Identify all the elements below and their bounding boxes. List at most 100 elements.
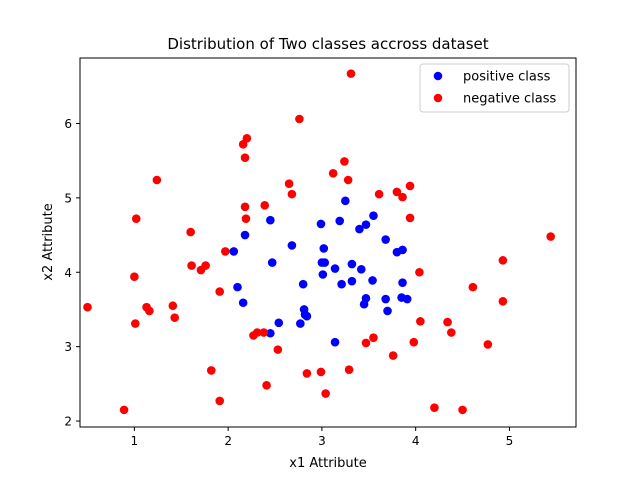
y-tick-label: 4 — [64, 266, 72, 280]
data-point — [241, 214, 251, 223]
data-point — [201, 261, 210, 270]
legend-label: negative class — [463, 92, 556, 107]
data-point — [346, 69, 356, 78]
data-point — [343, 175, 353, 185]
data-point — [328, 169, 338, 178]
y-tick-label: 3 — [64, 340, 72, 354]
data-point — [267, 258, 277, 267]
data-point — [405, 181, 415, 191]
data-point — [368, 276, 377, 285]
y-tick-label: 2 — [64, 415, 72, 429]
data-point — [316, 367, 326, 377]
data-point — [318, 270, 328, 279]
data-point — [221, 247, 230, 256]
data-point — [340, 157, 349, 166]
y-axis: 2 3 4 5 6 — [64, 117, 80, 429]
data-point — [468, 282, 478, 292]
data-point — [388, 351, 398, 360]
data-point — [266, 215, 275, 225]
data-point — [361, 293, 371, 303]
data-point — [296, 319, 305, 328]
data-point — [83, 302, 92, 312]
data-point — [446, 328, 456, 337]
data-point — [498, 296, 508, 306]
data-point — [229, 247, 239, 256]
data-point — [274, 318, 284, 328]
data-point — [341, 196, 350, 206]
data-point — [355, 224, 364, 234]
data-point — [374, 189, 384, 199]
data-point — [302, 311, 312, 321]
legend-entries: positive class negative class — [433, 70, 556, 107]
data-point — [131, 319, 140, 328]
data-point — [238, 298, 248, 308]
data-point — [287, 241, 297, 250]
data-point — [206, 366, 216, 375]
data-point — [443, 317, 452, 327]
data-point — [369, 211, 378, 221]
data-point — [260, 201, 270, 210]
data-point — [498, 256, 508, 265]
legend-marker — [433, 71, 443, 81]
data-point — [430, 403, 439, 412]
data-point — [381, 294, 390, 304]
data-point — [409, 337, 419, 347]
data-point — [337, 279, 346, 289]
data-point — [416, 317, 425, 326]
data-point — [316, 219, 326, 229]
data-point — [546, 232, 555, 241]
data-point — [344, 365, 354, 375]
data-point — [392, 187, 402, 197]
data-point — [273, 345, 283, 354]
series-positive-class — [229, 196, 412, 347]
data-point — [145, 306, 154, 316]
data-point — [405, 213, 415, 223]
data-point — [240, 230, 250, 240]
data-point — [259, 328, 269, 337]
data-point — [402, 294, 412, 304]
data-point — [398, 245, 407, 255]
legend: positive class negative class — [419, 63, 570, 113]
data-point — [187, 261, 196, 270]
data-point — [383, 306, 392, 316]
data-point — [356, 264, 366, 274]
x-tick-label: 4 — [412, 434, 420, 448]
data-point — [381, 235, 390, 244]
data-point — [152, 175, 162, 185]
x-axis-label: x1 Attribute — [289, 456, 367, 471]
data-point — [119, 405, 129, 415]
data-point — [415, 267, 424, 277]
data-point — [240, 153, 250, 162]
data-point — [398, 278, 407, 287]
x-tick-label: 1 — [131, 434, 139, 448]
data-point — [330, 264, 340, 273]
data-point — [168, 301, 178, 311]
y-tick-label: 5 — [64, 191, 72, 205]
data-point — [131, 214, 141, 223]
data-point — [347, 259, 357, 269]
y-tick-label: 6 — [64, 117, 72, 131]
data-point — [369, 333, 378, 343]
legend-box — [419, 63, 570, 113]
x-tick-label: 5 — [506, 434, 514, 448]
legend-label: positive class — [463, 70, 551, 85]
data-point — [295, 114, 304, 124]
data-point — [321, 389, 330, 398]
data-point — [302, 369, 312, 378]
data-point — [262, 381, 271, 390]
data-point — [252, 328, 262, 337]
data-point — [458, 405, 467, 415]
data-point — [398, 192, 407, 202]
data-point — [287, 189, 297, 199]
plot-area — [79, 57, 577, 428]
x-axis: 1 2 3 4 5 — [131, 427, 514, 448]
data-point — [130, 272, 139, 282]
x-tick-label: 3 — [318, 434, 326, 448]
data-point — [242, 134, 252, 143]
data-point — [347, 276, 357, 286]
data-point — [215, 396, 225, 406]
data-point — [330, 337, 340, 347]
chart-title: Distribution of Two classes accross data… — [167, 35, 488, 53]
